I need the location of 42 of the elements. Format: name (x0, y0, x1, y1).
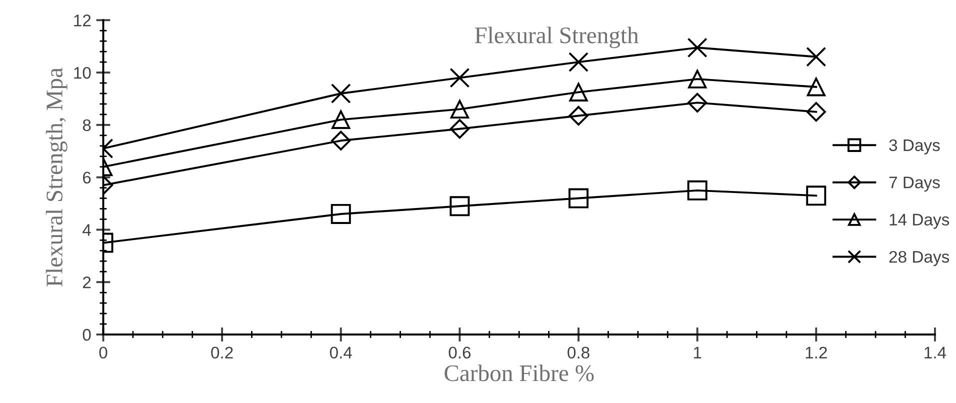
point (331, 130, 351, 150)
x-tick-label: 1.2 (806, 346, 827, 358)
x-tick-label: 1 (694, 346, 702, 358)
x-axis-title: Carbon Fibre % (444, 364, 594, 382)
y-tick-label: 10 (74, 66, 91, 79)
y-tick-label: 6 (83, 172, 91, 184)
x-tick-label: 0.4 (330, 346, 352, 359)
point (330, 83, 351, 104)
y-tick-label: 4 (82, 224, 91, 236)
legend-label: 7 Days (889, 176, 940, 192)
point (330, 204, 351, 224)
x-tick-label: 0 (99, 346, 108, 359)
x-tick-label: 0.8 (568, 346, 590, 359)
point (688, 70, 707, 88)
legend-label: 28 Days (889, 250, 950, 266)
legend-label: 14 Days (890, 214, 950, 229)
x-tick-label: 1.4 (924, 346, 946, 358)
point (568, 188, 589, 208)
chart-title: Flexural Strength (474, 26, 639, 48)
point (450, 196, 470, 216)
y-axis-title: Flexural Strength, Mpa (46, 68, 68, 286)
point (568, 106, 588, 126)
point (806, 186, 826, 206)
point (806, 78, 826, 96)
y-tick-label: 2 (83, 276, 91, 288)
legend-label: 3 Days (889, 139, 940, 154)
point (687, 38, 708, 58)
point (450, 68, 470, 88)
y-tick-label: 12 (74, 14, 91, 26)
point (806, 102, 826, 122)
point (568, 52, 589, 72)
point (687, 180, 708, 200)
x-tick-label: 0.2 (211, 346, 233, 359)
point (332, 110, 350, 129)
point (569, 82, 588, 102)
x-tick-label: 0.6 (448, 346, 471, 359)
y-tick-label: 0 (82, 328, 91, 341)
point (450, 100, 470, 119)
point (688, 92, 708, 112)
point (450, 119, 470, 139)
point (806, 46, 826, 67)
y-tick-label: 8 (82, 119, 91, 132)
